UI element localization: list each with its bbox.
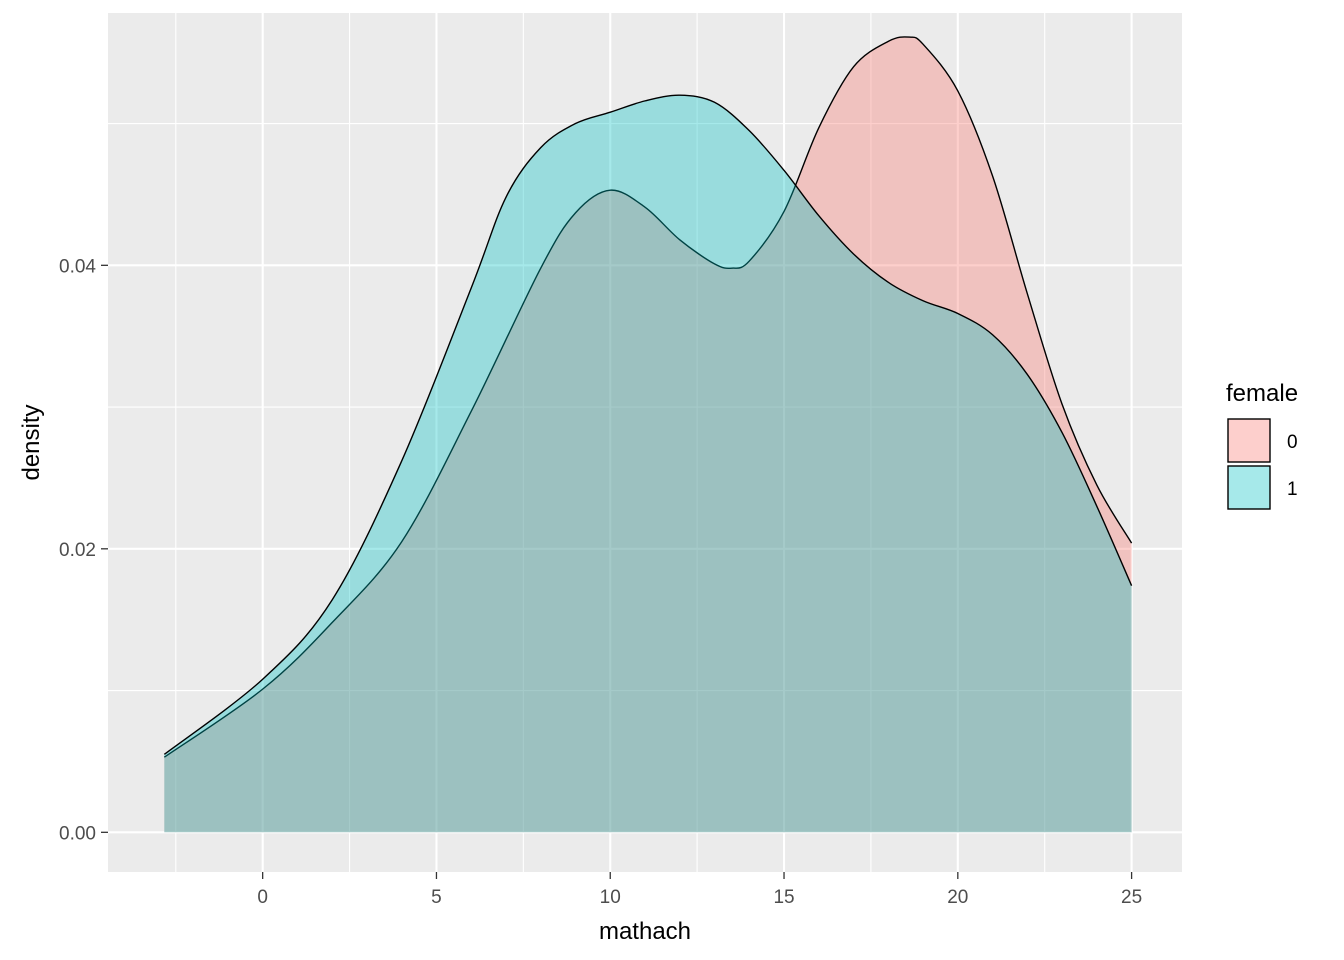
x-tick-label: 25 xyxy=(1121,887,1142,908)
x-tick-label: 15 xyxy=(773,887,794,908)
y-axis: 0.00 0.02 0.04 xyxy=(59,256,108,844)
legend-label-0: 0 xyxy=(1287,432,1298,453)
legend-title: female xyxy=(1226,380,1298,407)
density-area-0 xyxy=(164,36,1132,833)
x-tick-label: 0 xyxy=(257,887,268,908)
legend: female 0 1 xyxy=(1226,380,1298,510)
y-tick-label: 0.04 xyxy=(59,256,96,277)
plot-panel xyxy=(108,13,1182,872)
x-tick-label: 5 xyxy=(431,887,442,908)
density-areas xyxy=(163,36,1133,833)
density-line-1 xyxy=(163,94,1133,755)
x-axis-title: mathach xyxy=(599,918,691,945)
major-gridlines xyxy=(108,13,1182,872)
x-tick-label: 20 xyxy=(947,887,968,908)
legend-key-1 xyxy=(1227,465,1271,510)
x-tick-label: 10 xyxy=(600,887,621,908)
x-axis: 0 5 10 15 20 25 xyxy=(257,872,1142,908)
density-line-0 xyxy=(163,36,1133,758)
legend-key-0 xyxy=(1227,418,1271,463)
y-tick-label: 0.00 xyxy=(59,823,96,844)
minor-gridlines xyxy=(108,13,1182,872)
y-axis-title: density xyxy=(18,404,45,480)
legend-label-1: 1 xyxy=(1287,479,1298,500)
density-area-1 xyxy=(164,95,1132,833)
y-tick-label: 0.02 xyxy=(59,540,96,561)
